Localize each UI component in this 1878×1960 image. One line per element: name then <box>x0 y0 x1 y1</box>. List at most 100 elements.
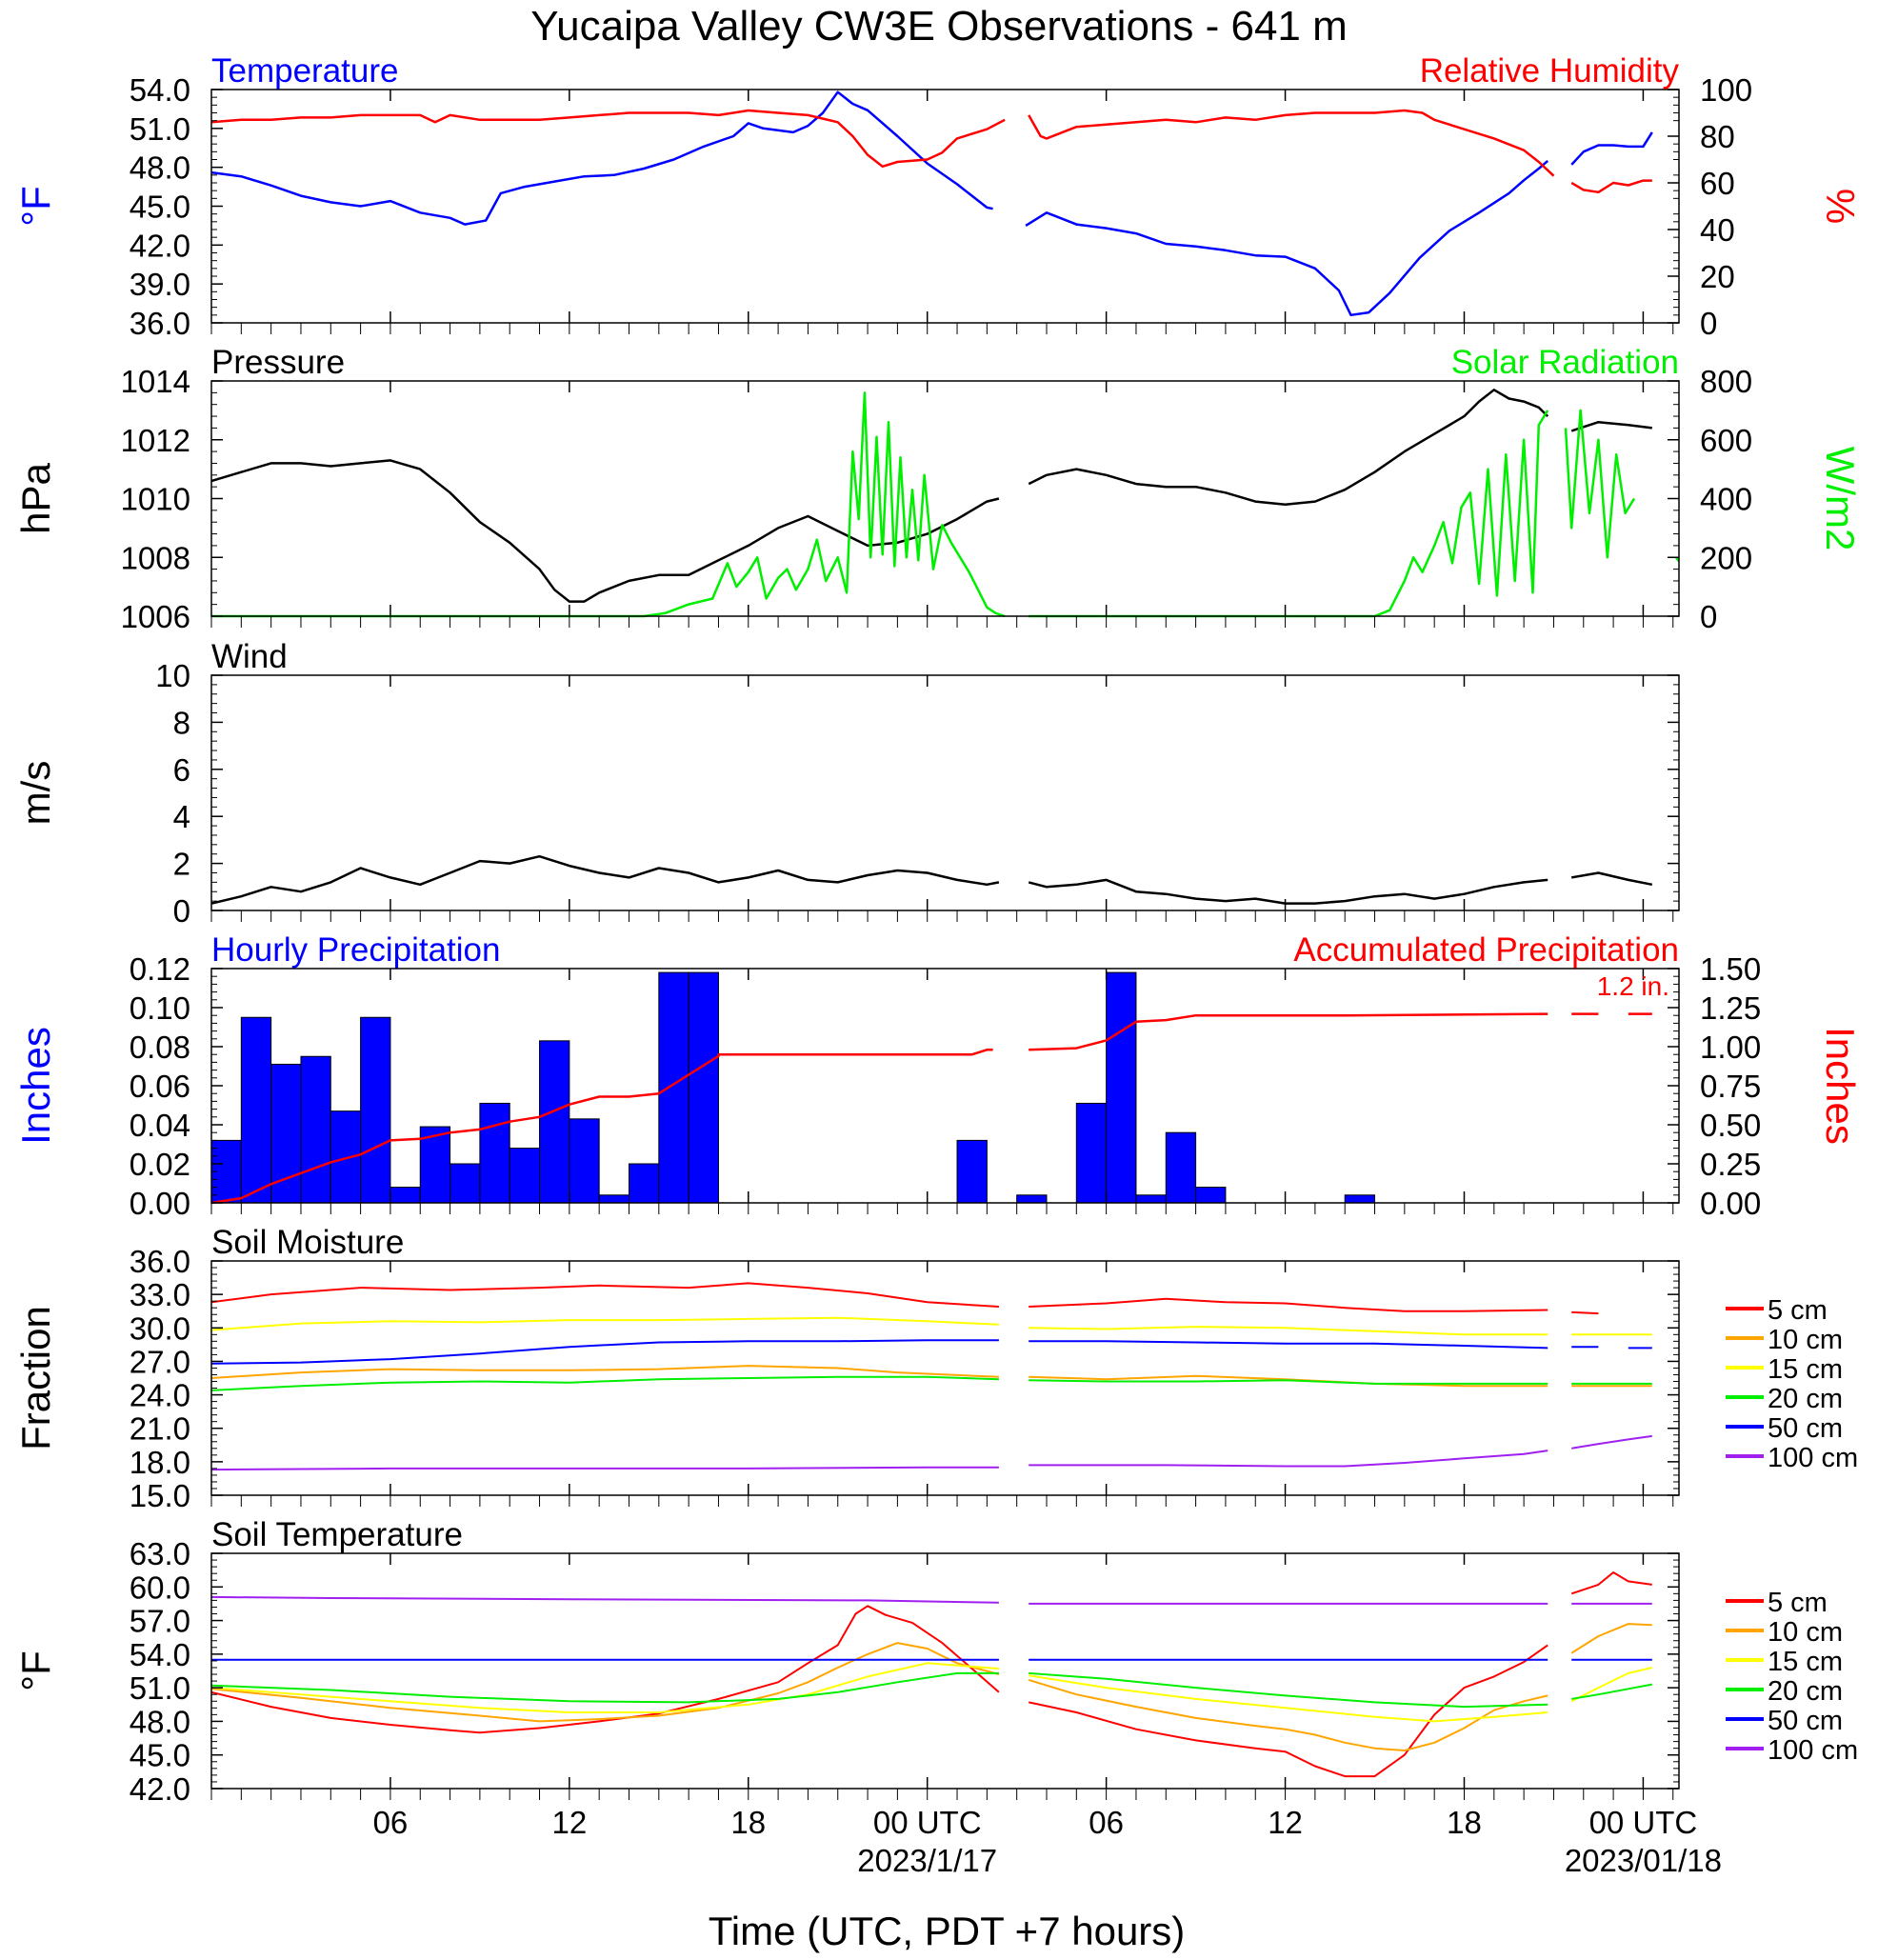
hourly-precip-bar <box>1016 1194 1048 1204</box>
hourly-precip-bar <box>1165 1131 1197 1204</box>
y-axis-label-left: m/s <box>13 761 58 826</box>
series-line-20-cm <box>1571 1683 1652 1700</box>
y-tick-label-left: 36.0 <box>130 1244 190 1279</box>
series-line-relative-humidity <box>1570 179 1652 194</box>
y-tick-label-left: 0 <box>173 893 190 929</box>
series-line-15-cm <box>1570 1667 1653 1703</box>
y-tick-label-left: 54.0 <box>130 1637 190 1672</box>
x-tick-label: 06 <box>1089 1805 1124 1840</box>
series-line-15-cm <box>1029 1674 1548 1723</box>
series-line-temperature <box>1025 159 1549 317</box>
series-line-5-cm <box>1028 1644 1548 1778</box>
hourly-precip-bar <box>539 1040 570 1204</box>
hourly-precip-bar <box>956 1139 988 1204</box>
hourly-precip-bar <box>688 971 719 1204</box>
series-line-50-cm <box>1029 1340 1548 1350</box>
y-tick-label-right: 0 <box>1700 599 1717 634</box>
hourly-precip-bar <box>1075 1102 1108 1204</box>
y-tick-label-left: 60.0 <box>130 1570 190 1605</box>
figure-title: Yucaipa Valley CW3E Observations - 641 m <box>530 3 1348 50</box>
y-tick-label-left: 6 <box>173 752 190 788</box>
y-axis-label-right: Inches <box>1818 1027 1863 1145</box>
y-tick-label-left: 8 <box>173 705 190 740</box>
panel-title-left: Soil Temperature <box>211 1516 463 1553</box>
series-line-relative-humidity <box>211 109 1006 169</box>
accumulated-precip-line <box>211 1049 993 1205</box>
y-tick-label-right: 0.75 <box>1700 1069 1761 1104</box>
y-tick-label-left: 51.0 <box>130 1670 190 1706</box>
y-tick-label-right: 0.50 <box>1700 1108 1761 1143</box>
y-axis-label-left: Fraction <box>13 1306 58 1450</box>
y-tick-label-right: 80 <box>1700 119 1735 154</box>
series-line-15-cm <box>211 1662 999 1713</box>
y-tick-label-left: 45.0 <box>130 1738 190 1773</box>
y-tick-label-right: 0.00 <box>1700 1186 1761 1221</box>
panel-precip: 0.00 0.02 0.04 0.06 0.08 0.100.12 0.00 0.25 0.50… <box>13 931 1863 1221</box>
plot-area <box>211 90 1679 317</box>
y-tick-label-left: 30.0 <box>130 1310 190 1346</box>
panel-title-right: Solar Radiation <box>1451 344 1679 381</box>
series-line-15-cm <box>1029 1326 1548 1336</box>
hourly-precip-bar <box>450 1163 481 1204</box>
x-tick-label: 12 <box>1268 1805 1303 1840</box>
hourly-precip-bar <box>419 1126 451 1204</box>
y-tick-label-left: 39.0 <box>130 267 190 302</box>
y-tick-label-left: 36.0 <box>130 306 190 341</box>
plot-area <box>211 971 1652 1205</box>
y-axis-label-right: W/m2 <box>1818 447 1863 551</box>
y-tick-label-left: 0.04 <box>130 1108 190 1143</box>
series-line-10-cm <box>1570 1623 1652 1654</box>
x-tick-label: 12 <box>551 1805 587 1840</box>
series-line-solar-radiation <box>1029 410 1549 618</box>
series-line-20-cm <box>211 1671 999 1704</box>
accumulated-total-label: 1.2 in. <box>1597 971 1669 1001</box>
y-tick-label-right: 100 <box>1700 72 1752 108</box>
y-tick-label-left: 0.06 <box>130 1069 190 1104</box>
hourly-precip-bar <box>658 971 689 1204</box>
y-tick-label-left: 15.0 <box>130 1478 190 1513</box>
panel-title-right: Relative Humidity <box>1420 52 1680 90</box>
series-line-5-cm <box>211 1605 1000 1734</box>
panel-title-right: Accumulated Precipitation <box>1293 931 1679 969</box>
x-tick-label: 00 UTC <box>873 1805 982 1840</box>
plot-area <box>211 1282 1679 1471</box>
y-tick-label-right: 60 <box>1700 166 1735 201</box>
y-axis-label-left: °F <box>13 1650 58 1690</box>
hourly-precip-bar <box>1135 1194 1167 1204</box>
y-tick-label-left: 0.10 <box>130 990 190 1026</box>
y-tick-label-left: 45.0 <box>130 190 190 225</box>
legend-label: 50 cm <box>1768 1706 1843 1736</box>
y-tick-label-right: 1.50 <box>1700 951 1761 987</box>
legend-label: 5 cm <box>1768 1295 1828 1326</box>
y-tick-label-left: 0.00 <box>130 1186 190 1221</box>
series-line-wind <box>211 854 1000 905</box>
y-tick-label-left: 63.0 <box>130 1536 190 1571</box>
series-line-solar-radiation <box>211 391 1006 618</box>
series-line-100-cm <box>211 1595 999 1604</box>
hourly-precip-bar <box>1344 1194 1376 1204</box>
panel-frame <box>210 674 1680 911</box>
y-tick-label-left: 2 <box>173 847 190 882</box>
panel-frame <box>210 1552 1680 1790</box>
series-line-pressure <box>211 459 1000 603</box>
y-tick-label-right: 40 <box>1700 212 1735 248</box>
x-tick-label: 06 <box>373 1805 409 1840</box>
y-axis-label-right: % <box>1818 189 1863 224</box>
y-tick-label-right: 20 <box>1700 259 1735 294</box>
hourly-precip-bar <box>479 1102 510 1204</box>
y-tick-label-right: 400 <box>1700 482 1752 517</box>
y-tick-label-left: 10 <box>155 658 190 693</box>
y-tick-label-left: 27.0 <box>130 1344 190 1379</box>
series-line-15-cm <box>211 1316 999 1331</box>
plot-area <box>211 389 1679 618</box>
y-axis-label-left: Inches <box>13 1027 58 1145</box>
hourly-precip-bar <box>569 1118 600 1204</box>
y-tick-label-right: 800 <box>1700 364 1752 399</box>
legend-label: 20 cm <box>1768 1384 1843 1414</box>
x-axis-label: Time (UTC, PDT +7 hours) <box>709 1909 1186 1953</box>
y-tick-label-left: 0.02 <box>130 1147 190 1182</box>
panel-wind: 0 2 4 6 8 10 Wind m/s <box>13 638 1680 929</box>
plot-area <box>211 1571 1679 1778</box>
